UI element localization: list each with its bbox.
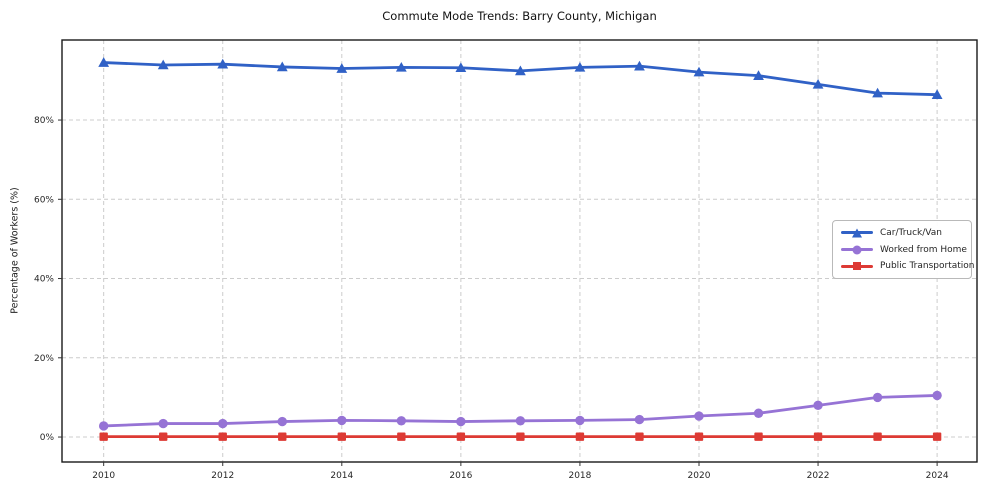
marker-circle-worked-from-home — [575, 415, 585, 426]
marker-square-public-transportation — [456, 432, 466, 441]
x-tick-label: 2016 — [449, 471, 472, 481]
marker-circle-worked-from-home — [813, 400, 823, 411]
marker-triangle-car-truck-van — [753, 70, 764, 80]
legend-marker-triangle-icon — [841, 227, 873, 239]
legend-label: Car/Truck/Van — [880, 227, 942, 238]
marker-triangle-car-truck-van — [931, 89, 943, 99]
marker-square-public-transportation — [159, 432, 168, 441]
marker-square-public-transportation — [278, 432, 287, 441]
marker-circle-worked-from-home — [872, 392, 883, 403]
x-tick-label: 2022 — [807, 471, 830, 481]
marker-triangle-car-truck-van — [276, 61, 288, 72]
marker-triangle-car-truck-van — [634, 60, 645, 71]
marker-triangle-car-truck-van — [812, 78, 824, 89]
marker-square-public-transportation — [635, 432, 644, 441]
marker-circle-worked-from-home — [277, 416, 287, 427]
x-tick-label: 2018 — [568, 471, 591, 481]
legend-label: Public Transportation — [880, 261, 975, 272]
x-tick-label: 2014 — [330, 471, 353, 481]
legend-label: Worked from Home — [880, 244, 967, 255]
marker-triangle-car-truck-van — [98, 57, 110, 67]
x-tick-label: 2024 — [926, 471, 949, 481]
marker-circle-worked-from-home — [337, 415, 347, 426]
marker-triangle-car-truck-van — [217, 58, 229, 69]
marker-square-public-transportation — [516, 432, 525, 441]
marker-circle-worked-from-home — [158, 418, 168, 429]
marker-triangle-car-truck-van — [336, 63, 348, 73]
marker-square-public-transportation — [337, 432, 346, 441]
marker-circle-worked-from-home — [753, 408, 764, 418]
marker-square-public-transportation — [873, 432, 882, 441]
x-tick-label: 2010 — [92, 471, 115, 481]
legend: Car/Truck/Van Worked from Home Public Tr… — [832, 220, 974, 279]
marker-square-public-transportation — [218, 432, 227, 441]
chart-title: Commute Mode Trends: Barry County, Michi… — [382, 9, 657, 23]
legend-marker-circle-icon — [841, 244, 873, 256]
marker-circle-worked-from-home — [396, 416, 407, 426]
x-tick-label: 2020 — [688, 471, 711, 481]
y-tick-label: 0% — [40, 433, 55, 443]
x-tick-label: 2012 — [211, 471, 234, 481]
legend-item-worked-from-home[interactable]: Worked from Home — [841, 243, 967, 257]
marker-circle-worked-from-home — [218, 418, 228, 429]
marker-triangle-car-truck-van — [872, 87, 883, 98]
marker-square-public-transportation — [99, 432, 108, 441]
marker-triangle-car-truck-van — [395, 61, 407, 72]
marker-triangle-car-truck-van — [157, 59, 169, 70]
marker-square-public-transportation — [932, 432, 942, 441]
marker-square-public-transportation — [575, 432, 585, 441]
marker-square-public-transportation — [813, 432, 823, 441]
marker-square-public-transportation — [694, 432, 704, 441]
y-tick-label: 60% — [34, 195, 54, 205]
legend-item-car-truck-van[interactable]: Car/Truck/Van — [841, 226, 963, 240]
marker-circle-worked-from-home — [98, 421, 109, 431]
marker-circle-worked-from-home — [694, 411, 704, 421]
marker-triangle-car-truck-van — [455, 62, 467, 73]
marker-circle-worked-from-home — [456, 416, 466, 427]
marker-circle-worked-from-home — [634, 414, 645, 425]
marker-square-public-transportation — [754, 432, 763, 441]
y-tick-label: 40% — [34, 275, 54, 285]
marker-triangle-car-truck-van — [693, 66, 705, 77]
marker-triangle-car-truck-van — [514, 65, 526, 76]
axes-frame — [61, 39, 978, 463]
marker-circle-worked-from-home — [932, 390, 942, 401]
legend-item-public-transportation[interactable]: Public Transportation — [841, 259, 974, 273]
y-tick-label: 20% — [34, 354, 54, 364]
marker-square-public-transportation — [397, 432, 406, 441]
legend-marker-square-icon — [841, 260, 873, 272]
y-tick-label: 80% — [34, 116, 54, 126]
marker-triangle-car-truck-van — [574, 61, 586, 72]
marker-circle-worked-from-home — [515, 416, 526, 426]
